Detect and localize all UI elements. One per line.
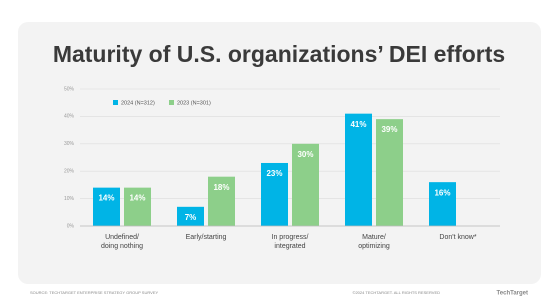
y-tick-label: 10% — [64, 196, 75, 202]
value-label: 18% — [213, 183, 229, 192]
y-tick-label: 50% — [64, 86, 75, 92]
y-tick-label: 0% — [67, 223, 75, 229]
legend-label: 2024 (N=312) — [121, 100, 155, 106]
bar — [93, 187, 120, 226]
bar — [429, 182, 456, 226]
x-tick-label: Early/starting — [186, 234, 227, 241]
x-tick-label: Mature/optimizing — [358, 234, 390, 250]
y-tick-label: 30% — [64, 141, 75, 147]
source: SOURCE: TECHTARGET ENTERPRISE STRATEGY G… — [30, 290, 159, 295]
value-label: 30% — [297, 150, 313, 159]
bar — [376, 119, 403, 226]
bar — [292, 143, 319, 226]
bar — [177, 206, 204, 226]
value-label: 14% — [129, 194, 145, 203]
value-label: 41% — [350, 120, 366, 129]
x-tick-label: Undefined/doing nothing — [101, 234, 143, 250]
bar — [345, 113, 372, 226]
copyright: ©2024 TECHTARGET. ALL RIGHTS RESERVED — [353, 290, 441, 295]
x-tick-label: In progress/integrated — [272, 234, 309, 250]
chart-title: Maturity of U.S. organizations’ DEI effo… — [53, 41, 505, 67]
logo: TechTarget — [497, 291, 528, 297]
y-tick-label: 20% — [64, 169, 75, 175]
legend-swatch — [169, 100, 174, 105]
bar — [208, 176, 235, 226]
x-tick-label: Don't know* — [439, 234, 476, 241]
bar — [124, 187, 151, 226]
legend-swatch — [113, 100, 118, 105]
value-label: 7% — [185, 213, 197, 222]
legend-label: 2023 (N=301) — [177, 100, 211, 106]
value-label: 23% — [266, 169, 282, 178]
y-tick-label: 40% — [64, 114, 75, 120]
value-label: 39% — [381, 125, 397, 134]
value-label: 14% — [98, 194, 114, 203]
value-label: 16% — [434, 188, 450, 197]
bar — [261, 162, 288, 226]
